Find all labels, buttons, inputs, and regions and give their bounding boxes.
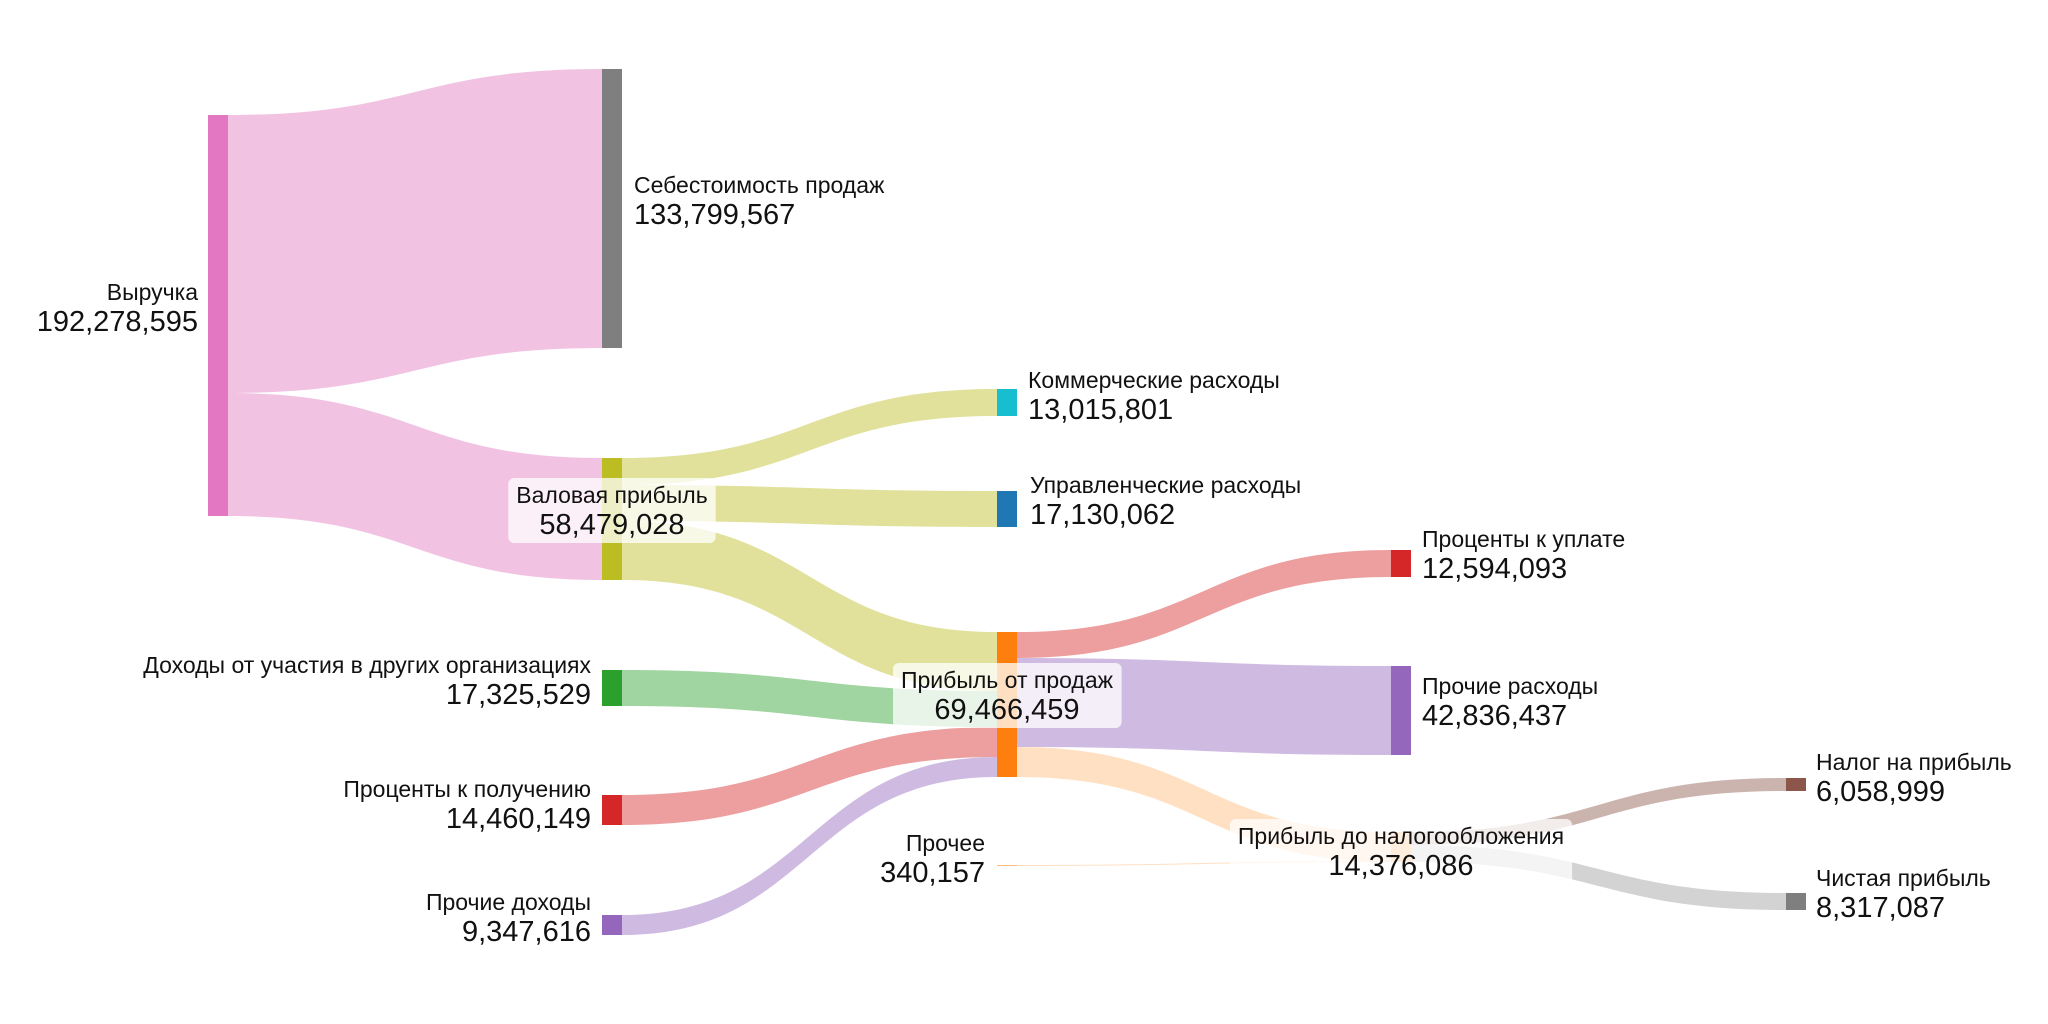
label-cogs-name: Себестоимость продаж [634,172,885,198]
label-net-value: 8,317,087 [1816,892,1945,924]
label-commercial-value: 13,015,801 [1028,394,1173,426]
label-participation: Доходы от участия в других организациях1… [143,652,591,711]
node-participation [602,670,622,706]
link-interest_recv-to-sales_profit [622,727,997,825]
node-net [1786,893,1806,910]
link-gross-to-admin [622,485,997,527]
label-sales_profit-name: Прибыль от продаж [901,667,1114,693]
label-pretax-value: 14,376,086 [1328,850,1473,882]
label-interest_recv-name: Проценты к получению [343,776,591,802]
label-commercial-name: Коммерческие расходы [1028,367,1280,393]
label-interest_recv-value: 14,460,149 [446,803,591,835]
label-other-value: 340,157 [880,857,985,889]
label-sales_profit-backdrop [892,663,1122,728]
node-revenue [208,115,228,516]
node-admin [997,491,1017,527]
label-admin-name: Управленческие расходы [1030,472,1301,498]
label-gross-backdrop [508,478,716,543]
label-sales_profit-value: 69,466,459 [934,694,1079,726]
node-other_exp [1391,666,1411,755]
node-commercial [997,389,1017,416]
node-interest_recv [602,795,622,825]
label-participation-name: Доходы от участия в других организациях [143,652,591,678]
label-other-name: Прочее [906,830,985,856]
node-other_income [602,915,622,935]
node-tax [1786,778,1806,791]
label-other_income-value: 9,347,616 [462,916,591,948]
link-gross-to-commercial [622,389,997,485]
label-net-name: Чистая прибыль [1816,865,1991,891]
label-interest_pay-value: 12,594,093 [1422,553,1567,585]
label-participation-value: 17,325,529 [446,679,591,711]
label-pretax-backdrop [1229,819,1573,884]
label-tax-value: 6,058,999 [1816,776,1945,808]
label-other_exp-value: 42,836,437 [1422,700,1567,732]
label-cogs-value: 133,799,567 [634,199,795,231]
label-gross-name: Валовая прибыль [516,482,707,508]
label-revenue-value: 192,278,595 [37,306,198,338]
node-interest_pay [1391,550,1411,577]
label-tax-name: Налог на прибыль [1816,749,2012,775]
node-other [997,865,1017,866]
link-revenue-to-cogs [228,69,602,393]
label-other_exp-name: Прочие расходы [1422,673,1598,699]
label-gross-value: 58,479,028 [539,509,684,541]
label-pretax-name: Прибыль до налогообложения [1238,823,1564,849]
label-other_income-name: Прочие доходы [426,889,591,915]
link-sales_profit-to-interest_pay [1017,550,1391,658]
node-cogs [602,69,622,348]
label-admin-value: 17,130,062 [1030,499,1175,531]
label-interest_pay-name: Проценты к уплате [1422,526,1625,552]
label-revenue-name: Выручка [107,279,198,305]
link-other_income-to-sales_profit [622,757,997,935]
link-gross-to-sales_profit [622,521,997,691]
